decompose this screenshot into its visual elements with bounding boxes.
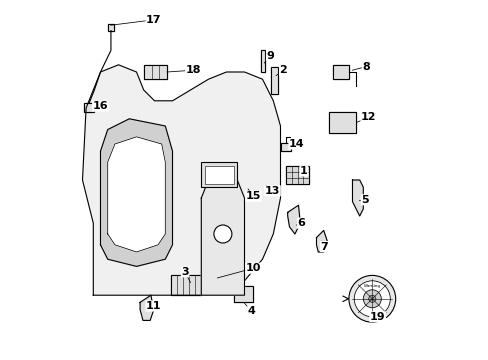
Bar (208, 278, 218, 288)
Bar (233, 286, 253, 302)
Bar (280, 143, 291, 151)
Bar (204, 166, 233, 184)
Polygon shape (316, 230, 326, 252)
Bar (143, 65, 167, 79)
Bar (328, 112, 355, 133)
Text: 12: 12 (360, 112, 376, 122)
Text: 5: 5 (361, 195, 368, 205)
Text: 11: 11 (146, 301, 161, 311)
Polygon shape (101, 119, 172, 266)
Polygon shape (285, 166, 309, 184)
Polygon shape (328, 112, 355, 133)
Bar (271, 67, 277, 94)
Text: 6: 6 (297, 218, 305, 228)
Circle shape (348, 275, 395, 322)
Bar (143, 65, 167, 79)
Polygon shape (170, 275, 201, 295)
Polygon shape (143, 65, 167, 79)
Text: 1: 1 (300, 166, 307, 176)
Bar (285, 166, 309, 184)
Polygon shape (82, 65, 280, 295)
Text: 16: 16 (93, 101, 108, 111)
Text: 14: 14 (288, 139, 304, 149)
Text: 19: 19 (369, 312, 385, 322)
Circle shape (363, 290, 381, 308)
Text: 13: 13 (264, 186, 280, 196)
Bar (260, 50, 264, 72)
Bar (285, 166, 309, 184)
Polygon shape (107, 24, 114, 31)
Bar (328, 112, 355, 133)
Bar (233, 286, 253, 302)
Circle shape (213, 225, 231, 243)
Text: 2: 2 (279, 65, 286, 75)
Polygon shape (332, 65, 348, 79)
Text: 4: 4 (247, 306, 255, 316)
Polygon shape (233, 286, 253, 302)
Text: 8: 8 (362, 62, 369, 72)
Bar (271, 67, 277, 94)
Polygon shape (208, 278, 218, 288)
Text: 15: 15 (245, 191, 261, 201)
Polygon shape (107, 137, 165, 252)
Polygon shape (352, 180, 363, 216)
Polygon shape (260, 50, 264, 72)
Bar (84, 103, 94, 112)
Bar (107, 24, 114, 31)
Circle shape (368, 295, 375, 302)
Text: 9: 9 (266, 51, 274, 61)
Bar (332, 65, 348, 79)
Bar (170, 275, 201, 295)
Text: 18: 18 (185, 65, 201, 75)
Bar (260, 50, 264, 72)
Bar (107, 24, 114, 31)
Bar (280, 143, 291, 151)
Bar (170, 275, 201, 295)
Polygon shape (280, 143, 291, 151)
Bar (84, 103, 94, 112)
Text: 3: 3 (181, 267, 188, 277)
Bar (332, 65, 348, 79)
Text: Warning: Warning (363, 284, 380, 288)
Polygon shape (287, 205, 300, 234)
Polygon shape (201, 180, 244, 295)
Polygon shape (140, 295, 153, 320)
Polygon shape (84, 103, 94, 112)
Text: 17: 17 (146, 15, 161, 25)
Text: 10: 10 (245, 263, 261, 273)
Text: 7: 7 (320, 242, 327, 252)
Circle shape (354, 281, 389, 317)
Polygon shape (271, 67, 277, 94)
Bar (201, 162, 237, 187)
